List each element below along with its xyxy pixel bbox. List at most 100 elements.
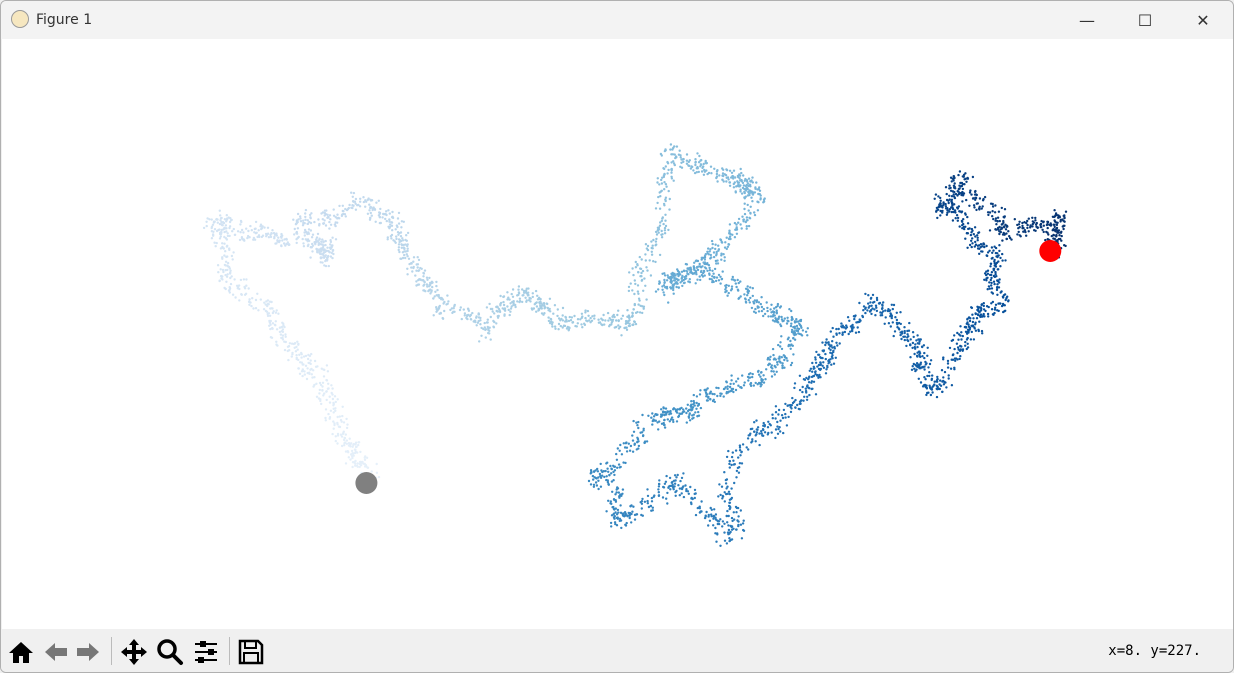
walk-point: [656, 201, 659, 205]
walk-point: [747, 373, 751, 376]
walk-point: [223, 254, 226, 257]
walk-point: [666, 162, 670, 165]
walk-point: [502, 303, 506, 307]
walk-point: [708, 266, 711, 270]
walk-point: [958, 170, 962, 173]
walk-point: [324, 239, 327, 243]
walk-point: [606, 479, 609, 482]
walk-point: [646, 499, 649, 503]
walk-point: [366, 466, 370, 469]
walk-point: [732, 390, 735, 394]
walk-point: [397, 243, 401, 246]
maximize-button[interactable]: ☐: [1137, 10, 1153, 30]
walk-point: [791, 318, 794, 321]
walk-point: [269, 307, 272, 310]
walk-point: [994, 272, 997, 276]
walk-point: [716, 169, 719, 172]
walk-point: [690, 405, 693, 408]
save-button[interactable]: [236, 637, 266, 667]
walk-point: [637, 271, 640, 274]
walk-point: [794, 406, 797, 409]
walk-point: [702, 173, 706, 176]
walk-point: [250, 229, 253, 232]
walk-point: [666, 410, 669, 413]
walk-point: [685, 488, 688, 491]
walk-point: [966, 336, 969, 340]
walk-point: [218, 279, 221, 283]
walk-point: [587, 314, 590, 317]
walk-point: [673, 279, 676, 282]
walk-point: [817, 376, 820, 379]
walk-point: [236, 230, 240, 233]
walk-point: [957, 338, 960, 341]
walk-point: [737, 524, 740, 528]
walk-point: [691, 165, 694, 169]
cursor-coordinates: x=8. y=227.: [1108, 643, 1201, 659]
walk-point: [660, 229, 663, 233]
walk-point: [390, 224, 394, 227]
back-icon: [45, 643, 67, 661]
walk-point: [366, 212, 370, 215]
walk-point: [926, 346, 929, 349]
walk-point: [986, 251, 990, 254]
walk-point: [957, 205, 961, 208]
minimize-button[interactable]: —: [1079, 10, 1095, 30]
close-button[interactable]: ✕: [1196, 10, 1210, 30]
back-button[interactable]: [41, 637, 71, 667]
walk-point: [724, 386, 727, 389]
walk-point: [641, 311, 644, 315]
walk-point: [619, 511, 623, 514]
walk-point: [719, 282, 722, 285]
walk-point: [300, 356, 303, 359]
home-button[interactable]: [6, 637, 36, 667]
walk-point: [641, 434, 645, 438]
walk-point: [678, 273, 681, 276]
walk-point: [831, 340, 834, 343]
walk-point: [751, 193, 755, 196]
plot-canvas[interactable]: [2, 39, 1233, 629]
walk-point: [881, 306, 884, 310]
walk-point: [638, 311, 642, 314]
walk-point: [627, 314, 631, 317]
walk-point: [821, 364, 824, 367]
scatter-plot: [202, 143, 1068, 547]
walk-point: [816, 373, 819, 377]
walk-point: [309, 217, 312, 220]
walk-point: [483, 326, 486, 329]
walk-point: [661, 233, 664, 236]
walk-point: [740, 178, 743, 182]
walk-point: [867, 302, 870, 305]
walk-point: [422, 289, 425, 292]
walk-point: [680, 492, 683, 495]
walk-point: [394, 241, 397, 244]
walk-point: [933, 380, 936, 383]
walk-point: [698, 393, 702, 396]
walk-point: [620, 334, 623, 337]
walk-point: [969, 233, 973, 237]
walk-point: [973, 245, 976, 248]
walk-point: [614, 511, 617, 514]
walk-point: [325, 398, 328, 402]
pan-button[interactable]: [119, 637, 149, 667]
walk-point: [776, 420, 779, 424]
walk-point: [309, 229, 313, 232]
walk-point: [396, 231, 400, 234]
walk-point: [616, 516, 619, 519]
walk-point: [419, 278, 422, 281]
walk-point: [734, 228, 737, 231]
walk-point: [675, 145, 679, 148]
walk-point: [867, 306, 870, 309]
walk-point: [944, 205, 948, 208]
walk-point: [460, 317, 463, 321]
configure-subplots-button[interactable]: [191, 637, 221, 667]
walk-point: [503, 313, 506, 316]
zoom-button[interactable]: [155, 637, 185, 667]
walk-point: [632, 308, 635, 311]
walk-point: [491, 310, 494, 313]
forward-button[interactable]: [73, 637, 103, 667]
walk-point: [385, 210, 388, 213]
walk-point: [705, 395, 708, 398]
walk-point: [369, 206, 372, 210]
walk-point: [698, 275, 701, 278]
walk-point: [912, 335, 915, 339]
